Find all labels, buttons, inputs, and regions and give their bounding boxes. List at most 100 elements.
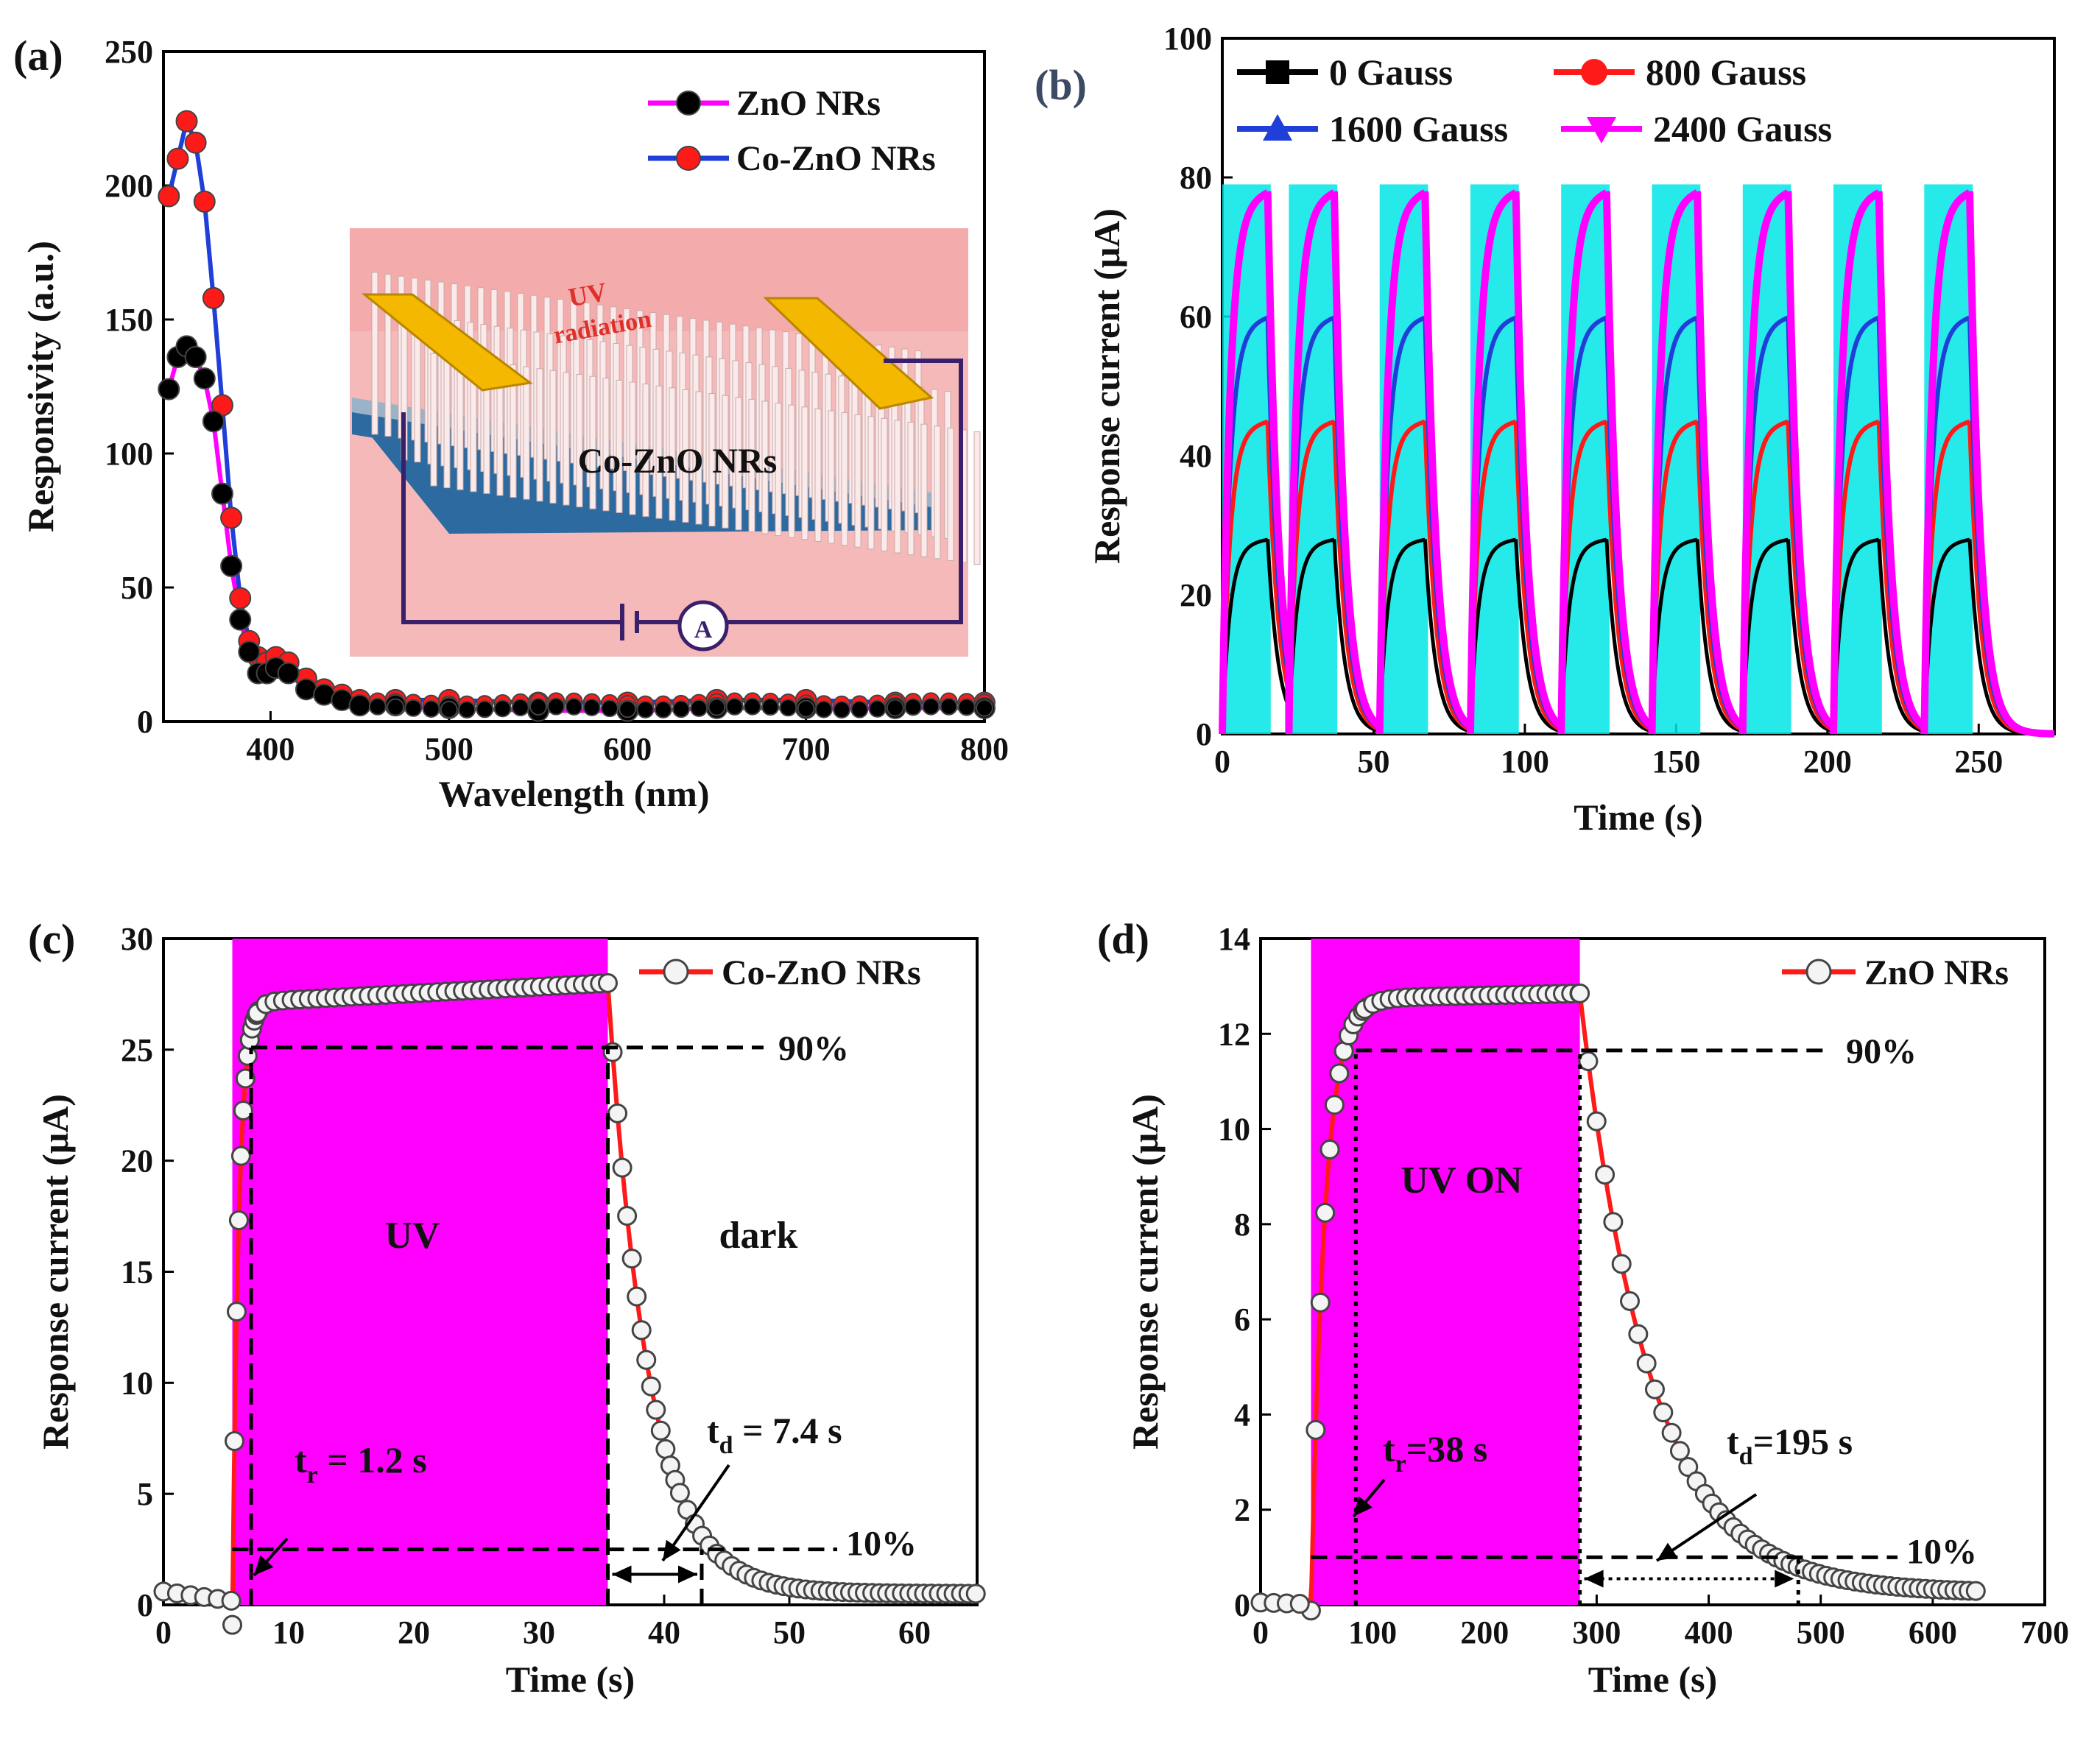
decay-pointer-head — [663, 1539, 681, 1561]
zno-data-point — [220, 554, 243, 577]
nanorod — [814, 408, 822, 542]
data-point — [233, 1100, 253, 1120]
y-tick-label: 2 — [1234, 1492, 1250, 1528]
x-tick-label: 30 — [523, 1614, 555, 1651]
legend-marker-triangle-up — [1263, 114, 1292, 141]
nanorod — [722, 395, 729, 529]
data-point — [1586, 1111, 1607, 1132]
zno-data-point — [348, 694, 371, 717]
nanorod — [748, 398, 755, 532]
nanorod — [907, 422, 915, 556]
nanorod — [894, 420, 901, 554]
y-axis-label: Responsivity (a.u.) — [20, 241, 61, 532]
x-axis-label: Wavelength (nm) — [438, 773, 709, 814]
zno-data-point — [238, 640, 261, 663]
data-point — [221, 1590, 242, 1611]
x-tick-label: 200 — [1803, 744, 1852, 780]
data-point — [1611, 1254, 1632, 1274]
y-tick-label: 250 — [105, 34, 153, 70]
decay-pointer-arrow — [661, 1464, 730, 1562]
data-point — [230, 1145, 251, 1166]
legend-label: ZnO NRs — [1864, 953, 2009, 992]
panel-d-letter: (d) — [1097, 915, 1149, 963]
nanorod — [775, 403, 782, 537]
nanorod — [708, 393, 716, 527]
zno-data-point — [202, 410, 225, 433]
inset-uv-label: UV — [566, 277, 609, 312]
zno-tail-point — [672, 700, 690, 719]
data-point — [228, 1210, 249, 1231]
data-point — [650, 1420, 671, 1441]
data-point — [1628, 1324, 1649, 1344]
nanorod — [867, 416, 875, 550]
y-tick-label: 6 — [1234, 1302, 1250, 1338]
ammeter-icon — [677, 600, 729, 652]
x-tick-label: 0 — [1214, 744, 1230, 780]
zno-tail-point — [511, 699, 529, 717]
data-point — [1669, 1441, 1690, 1461]
data-point — [1315, 1202, 1336, 1223]
nanorod — [629, 381, 636, 515]
co-zno-data-point — [229, 587, 252, 610]
x-axis-label: Time (s) — [1574, 797, 1702, 838]
data-point — [1636, 1353, 1657, 1374]
zno-tail-point — [404, 699, 423, 717]
data-point — [1319, 1139, 1340, 1159]
nanorod — [616, 379, 623, 513]
legend-marker — [663, 959, 689, 985]
zno-tail-point — [458, 700, 476, 719]
legend-label: 0 Gauss — [1329, 52, 1453, 93]
y-tick-label: 150 — [105, 302, 153, 338]
data-point — [621, 1249, 642, 1269]
zno-tail-point — [761, 698, 780, 716]
rise-time-label-subscript: r — [1395, 1450, 1406, 1478]
data-point — [607, 1103, 628, 1123]
zno-tail-point — [743, 697, 761, 716]
zno-tail-point — [814, 700, 833, 719]
level-10-label: 10% — [846, 1525, 917, 1564]
legend-marker-triangle-down — [1587, 117, 1616, 144]
y-tick-label: 25 — [121, 1032, 153, 1068]
data-point — [1965, 1581, 1986, 1601]
y-tick-label: 0 — [1234, 1587, 1250, 1623]
data-point — [1578, 1051, 1599, 1071]
data-point — [1644, 1379, 1665, 1399]
legend-label: ZnO NRs — [736, 84, 881, 123]
x-tick-label: 500 — [425, 731, 473, 767]
nanorod — [920, 423, 928, 557]
rise-time-label-value: = 1.2 s — [318, 1439, 427, 1480]
zno-tail-point — [797, 699, 815, 718]
zno-tail-point — [690, 699, 708, 717]
circuit-right-wire — [727, 359, 963, 624]
series-line-0-gauss — [1220, 537, 2055, 736]
decay-time-label-value: =195 s — [1753, 1421, 1853, 1462]
nanorod — [735, 397, 742, 531]
nanorod — [430, 353, 437, 487]
data-point — [224, 1431, 244, 1452]
nanorod — [761, 400, 769, 534]
left-electrode — [361, 293, 533, 392]
zno-tail-point — [922, 697, 940, 716]
nanorod — [563, 372, 570, 506]
series-line-800-gauss — [1220, 419, 2055, 736]
legend-label: 1600 Gauss — [1329, 108, 1508, 149]
decay-time-label: td=195 s — [1727, 1421, 1853, 1470]
data-point — [237, 1045, 258, 1066]
arrowhead-left — [612, 1565, 632, 1584]
arrowhead-right — [678, 1565, 697, 1584]
y-tick-label: 8 — [1234, 1207, 1250, 1243]
y-tick-label: 80 — [1180, 160, 1212, 196]
circuit-left-wire — [401, 412, 622, 624]
level-90-label: 90% — [778, 1029, 849, 1068]
zno-tail-point — [422, 699, 440, 718]
data-point — [1620, 1291, 1641, 1311]
x-tick-label: 10 — [272, 1614, 305, 1651]
x-tick-label: 50 — [773, 1614, 806, 1651]
data-point — [631, 1320, 652, 1341]
zno-tail-point — [868, 699, 887, 718]
data-point — [646, 1399, 666, 1420]
legend-marker-circle — [1581, 59, 1607, 85]
nanorod — [788, 404, 795, 538]
zno-tail-point — [582, 698, 601, 716]
